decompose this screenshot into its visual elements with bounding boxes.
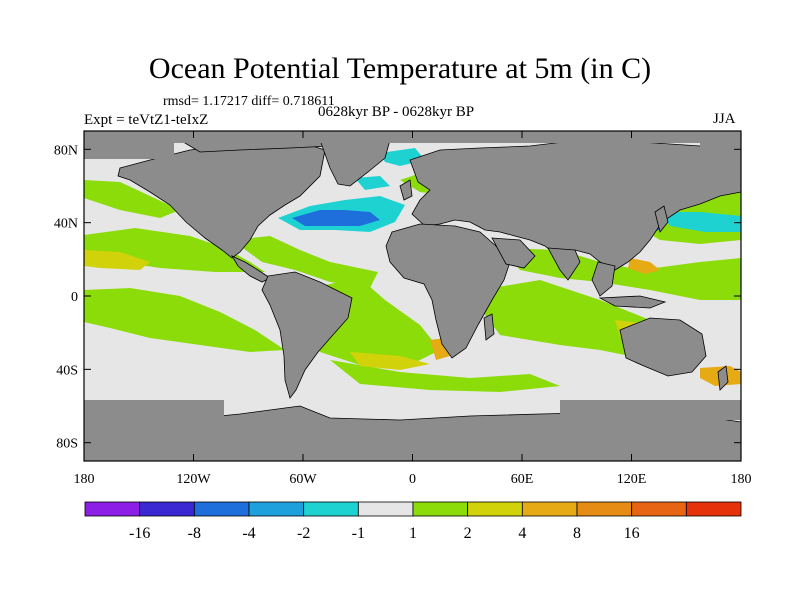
colorbar-label: 16 <box>624 525 640 542</box>
anomaly-patch <box>84 250 150 270</box>
colorbar-label: -16 <box>129 525 150 542</box>
land-indonesia <box>598 295 667 309</box>
colorbar-label: 1 <box>409 525 417 542</box>
colorbar-label: 8 <box>573 525 581 542</box>
x-tick-label: 60W <box>289 472 317 487</box>
x-tick-label: 0 <box>409 472 416 487</box>
period-label: 0628kyr BP - 0628kyr BP <box>318 104 475 120</box>
x-tick-label: 60E <box>511 472 534 487</box>
y-tick-label: 40N <box>54 217 78 232</box>
colorbar-swatch <box>412 501 469 517</box>
stats-line: rmsd= 1.17217 diff= 0.718611 <box>163 94 335 109</box>
colorbar-swatch <box>303 501 359 517</box>
colorbar-swatch <box>467 501 523 517</box>
land-japan <box>654 205 669 233</box>
y-tick-label: 0 <box>71 290 78 305</box>
land-madagascar <box>483 313 495 341</box>
colorbar-label: -2 <box>297 525 310 542</box>
x-axis: 180 120W 60W 0 60E 120E 180 <box>74 131 752 487</box>
y-axis: 80N 40N 0 40S 80S <box>54 143 741 452</box>
mask-block <box>560 400 741 420</box>
colorbar: -16 -8 -4 -2 -1 1 2 4 8 16 <box>84 501 742 542</box>
land-arabia <box>491 237 536 269</box>
colorbar-label: 2 <box>464 525 472 542</box>
land-africa <box>385 223 511 359</box>
colorbar-swatch <box>357 501 414 517</box>
colorbar-swatch <box>248 501 305 517</box>
colorbar-swatch <box>193 501 250 517</box>
anomaly-patch <box>232 236 378 288</box>
colorbar-swatch <box>84 501 141 517</box>
anomaly-patch <box>292 210 380 226</box>
colorbar-swatch <box>576 501 633 517</box>
colorbar-swatch <box>521 501 578 517</box>
anomaly-layer-cold <box>278 148 741 234</box>
anomaly-patch <box>355 176 390 190</box>
land-southeast-asia <box>591 261 616 297</box>
anomaly-patch <box>660 212 741 232</box>
land-india <box>547 247 581 281</box>
anomaly-patch <box>330 360 560 392</box>
colorbar-label: -4 <box>242 525 255 542</box>
x-tick-label: 120E <box>617 472 647 487</box>
colorbar-swatch <box>631 501 687 517</box>
mask-layer <box>84 131 741 430</box>
anomaly-patch <box>84 288 285 352</box>
mask-block <box>84 143 174 159</box>
anomaly-patch <box>350 352 430 370</box>
colorbar-label: -8 <box>188 525 201 542</box>
x-tick-label: 120W <box>176 472 211 487</box>
mask-block <box>84 400 224 430</box>
y-tick-label: 40S <box>56 363 78 378</box>
x-tick-label: 180 <box>74 472 95 487</box>
land-britain <box>399 179 413 201</box>
colorbar-label: -1 <box>352 525 365 542</box>
anomaly-patch <box>84 180 180 218</box>
chart-title: Ocean Potential Temperature at 5m (in C) <box>148 52 652 85</box>
land-australia <box>619 317 707 377</box>
y-tick-label: 80N <box>54 143 78 158</box>
x-tick-label: 180 <box>731 472 752 487</box>
land-south-america <box>261 271 353 399</box>
season-label: JJA <box>713 111 736 127</box>
anomaly-patch <box>628 258 660 274</box>
land-new-zealand <box>717 365 729 391</box>
mask-block <box>700 143 741 163</box>
colorbar-swatch <box>139 501 195 517</box>
experiment-label: Expt = teVtZ1-teIxZ <box>84 112 209 128</box>
map-area <box>84 131 741 461</box>
colorbar-swatch <box>685 501 742 517</box>
y-tick-label: 80S <box>56 437 78 452</box>
colorbar-label: 4 <box>518 525 526 542</box>
